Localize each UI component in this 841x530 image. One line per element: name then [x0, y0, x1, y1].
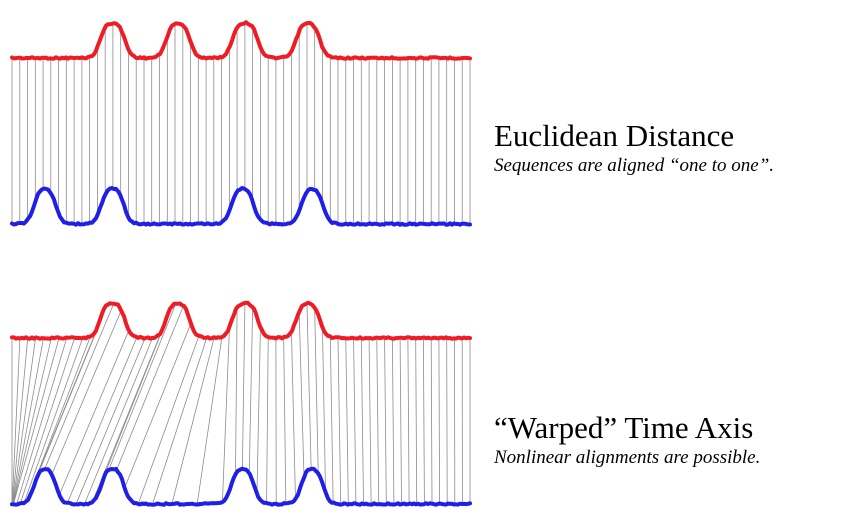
alignment-line — [85, 340, 151, 502]
alignment-line — [299, 314, 304, 476]
alignment-line — [236, 310, 238, 473]
alignment-line — [416, 340, 417, 502]
warped-title: “Warped” Time Axis — [494, 410, 760, 446]
euclidean-alignment-diagram — [0, 10, 480, 250]
warped-subtitle: Nonlinear alignments are possible. — [494, 446, 760, 470]
alignment-line — [431, 340, 432, 501]
upper-series-line — [12, 303, 470, 339]
alignment-line — [249, 309, 252, 471]
alignment-line — [45, 306, 113, 468]
alignment-line — [369, 340, 371, 502]
alignment-line — [400, 340, 401, 503]
euclidean-subtitle: Sequences are aligned “one to one”. — [494, 154, 774, 178]
alignment-line — [267, 339, 269, 501]
warped-alignment-diagram — [0, 290, 480, 530]
alignment-line — [307, 305, 311, 467]
alignment-line — [153, 340, 206, 503]
alignment-line — [385, 340, 387, 503]
alignment-line — [423, 340, 424, 503]
alignment-line — [223, 329, 230, 500]
upper-series-line — [12, 22, 470, 59]
alignment-line — [21, 340, 74, 502]
lower-series-line — [12, 188, 470, 225]
alignment-line — [172, 339, 213, 502]
alignment-line — [338, 339, 341, 502]
alignment-line — [361, 340, 363, 502]
alignment-line — [284, 339, 286, 501]
euclidean-caption: Euclidean Distance Sequences are aligned… — [494, 118, 774, 178]
alignment-lines — [12, 25, 470, 223]
alignment-line — [77, 341, 144, 503]
alignment-line — [292, 334, 296, 497]
alignment-line — [315, 310, 319, 471]
alignment-line — [323, 329, 326, 489]
alignment-line — [330, 339, 333, 501]
alignment-line — [447, 340, 448, 502]
warped-caption: “Warped” Time Axis Nonlinear alignments … — [494, 410, 760, 470]
alignment-line — [117, 308, 183, 469]
alignment-line — [439, 340, 440, 502]
alignment-line — [197, 339, 221, 502]
alignment-line — [346, 340, 349, 502]
alignment-line — [257, 329, 260, 491]
alignment-line — [242, 305, 245, 467]
alignment-line — [377, 340, 379, 503]
alignment-lines — [12, 305, 470, 503]
alignment-line — [408, 339, 409, 502]
alignment-line — [392, 341, 394, 503]
euclidean-title: Euclidean Distance — [494, 118, 774, 154]
alignment-line — [13, 340, 28, 502]
alignment-line — [139, 338, 198, 503]
alignment-line — [354, 340, 356, 502]
